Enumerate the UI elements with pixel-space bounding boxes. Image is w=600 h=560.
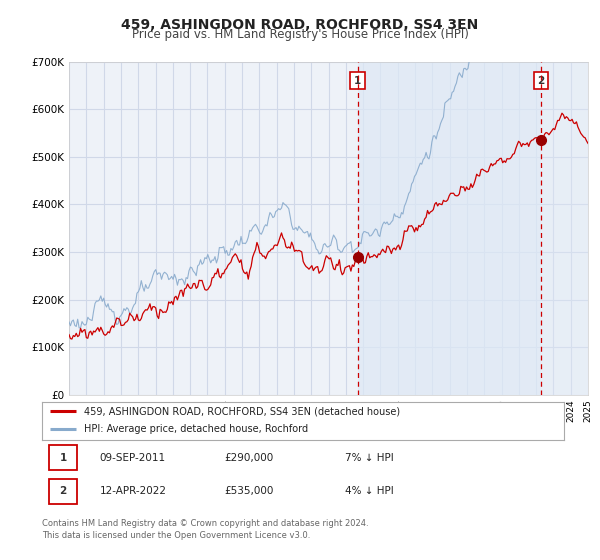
Text: 2: 2 <box>538 76 545 86</box>
Text: 1: 1 <box>59 453 67 463</box>
Text: HPI: Average price, detached house, Rochford: HPI: Average price, detached house, Roch… <box>84 424 308 434</box>
Bar <box>541 62 588 395</box>
Text: £535,000: £535,000 <box>224 487 274 496</box>
Bar <box>358 62 541 395</box>
Text: 4% ↓ HPI: 4% ↓ HPI <box>345 487 394 496</box>
Text: 459, ASHINGDON ROAD, ROCHFORD, SS4 3EN: 459, ASHINGDON ROAD, ROCHFORD, SS4 3EN <box>121 18 479 32</box>
FancyBboxPatch shape <box>49 479 77 504</box>
FancyBboxPatch shape <box>49 446 77 470</box>
Text: £290,000: £290,000 <box>224 453 274 463</box>
Text: 12-APR-2022: 12-APR-2022 <box>100 487 166 496</box>
Text: 09-SEP-2011: 09-SEP-2011 <box>100 453 166 463</box>
Text: 1: 1 <box>354 76 361 86</box>
Text: 459, ASHINGDON ROAD, ROCHFORD, SS4 3EN (detached house): 459, ASHINGDON ROAD, ROCHFORD, SS4 3EN (… <box>84 406 400 416</box>
Text: Price paid vs. HM Land Registry's House Price Index (HPI): Price paid vs. HM Land Registry's House … <box>131 28 469 41</box>
Text: Contains HM Land Registry data © Crown copyright and database right 2024.
This d: Contains HM Land Registry data © Crown c… <box>42 519 368 540</box>
Text: 2: 2 <box>59 487 67 496</box>
Text: 7% ↓ HPI: 7% ↓ HPI <box>345 453 394 463</box>
